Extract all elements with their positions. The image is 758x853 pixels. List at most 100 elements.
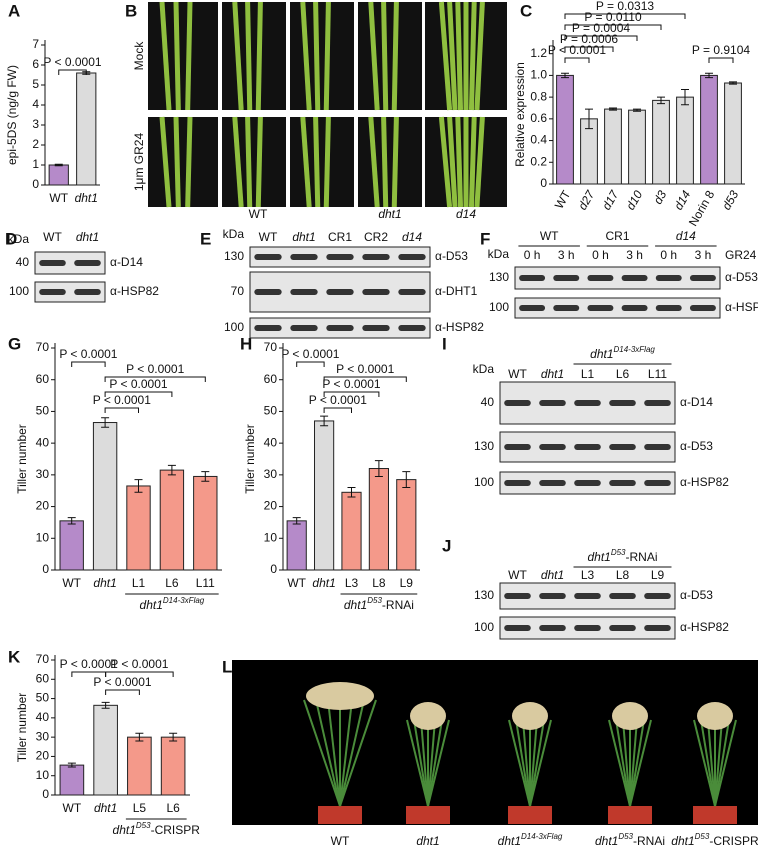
antibody-label: α-HSP82 bbox=[680, 475, 729, 489]
significance-bracket bbox=[104, 376, 206, 382]
lane-label: CR1 bbox=[328, 230, 352, 244]
tiller bbox=[629, 719, 638, 807]
plant-label: dht1D14-3xFlag bbox=[498, 832, 563, 848]
y-tick-label: 1.0 bbox=[530, 68, 547, 82]
tiller bbox=[420, 719, 429, 807]
band bbox=[539, 480, 566, 486]
y-tick-label: 10 bbox=[264, 530, 278, 544]
significance-bracket bbox=[296, 361, 325, 367]
y-tick-label: 1.2 bbox=[530, 46, 547, 60]
y-tick-label: 4 bbox=[32, 97, 39, 111]
pot bbox=[608, 806, 652, 824]
band bbox=[553, 305, 580, 311]
column-label: WT bbox=[249, 207, 268, 221]
stem bbox=[468, 116, 477, 208]
bar bbox=[700, 74, 718, 185]
antibody-label: α-D14 bbox=[680, 395, 713, 409]
band bbox=[254, 289, 282, 295]
band bbox=[587, 275, 614, 281]
lane-label: 0 h bbox=[592, 248, 609, 262]
band bbox=[362, 325, 390, 331]
error-bar bbox=[134, 479, 143, 493]
x-tick-label: dht1 bbox=[75, 191, 98, 205]
label-suffix: -CRISPR bbox=[709, 834, 758, 848]
y-tick-label: 20 bbox=[264, 499, 278, 513]
tiller bbox=[413, 719, 429, 807]
label-sup: D14-3xFlag bbox=[614, 345, 656, 354]
band bbox=[621, 275, 648, 281]
tiller bbox=[700, 719, 716, 807]
bar bbox=[724, 82, 742, 185]
band bbox=[574, 593, 601, 599]
plant-photo bbox=[358, 117, 422, 207]
lane-label: 3 h bbox=[558, 248, 575, 262]
tiller bbox=[615, 719, 631, 807]
y-tick-label: 1 bbox=[32, 157, 39, 171]
bar bbox=[59, 520, 84, 571]
band bbox=[39, 260, 66, 266]
panicles bbox=[612, 702, 648, 730]
significance-bracket bbox=[104, 391, 173, 397]
y-axis-label: Tiller number bbox=[15, 424, 29, 494]
plant-label: dht1 bbox=[416, 834, 439, 848]
panel-letter: C bbox=[520, 1, 532, 20]
plant-photo bbox=[148, 117, 218, 207]
stem bbox=[232, 1, 244, 111]
band bbox=[504, 625, 531, 631]
stem bbox=[255, 1, 263, 111]
bar bbox=[676, 96, 694, 185]
significance-bracket bbox=[564, 35, 638, 41]
marker-label: 100 bbox=[9, 284, 29, 298]
panel-letter: E bbox=[200, 229, 211, 248]
p-value: P < 0.0001 bbox=[93, 675, 151, 689]
stem bbox=[368, 1, 380, 111]
y-tick-label: 10 bbox=[36, 768, 50, 782]
stem bbox=[185, 1, 193, 111]
x-tick-label: L9 bbox=[400, 576, 414, 590]
band bbox=[398, 289, 426, 295]
tiller bbox=[529, 719, 538, 807]
stem bbox=[323, 1, 331, 111]
band bbox=[74, 289, 101, 295]
band bbox=[326, 325, 354, 331]
band bbox=[574, 480, 601, 486]
y-tick-label: 50 bbox=[264, 404, 278, 418]
significance-bracket bbox=[104, 407, 139, 413]
plant-photo bbox=[358, 2, 422, 110]
group-label: dht1D53-RNAi bbox=[587, 548, 657, 564]
antibody-label: α-D14 bbox=[110, 255, 143, 269]
stem bbox=[447, 116, 458, 208]
x-tick-label: WT bbox=[63, 801, 82, 815]
band bbox=[655, 305, 682, 311]
band bbox=[644, 625, 671, 631]
panicles bbox=[410, 702, 446, 730]
y-tick-label: 10 bbox=[36, 530, 50, 544]
band bbox=[326, 289, 354, 295]
tiller bbox=[629, 719, 645, 807]
stem bbox=[438, 116, 453, 208]
marker-label: 130 bbox=[489, 270, 509, 284]
band bbox=[362, 289, 390, 295]
band bbox=[609, 593, 636, 599]
significance-bracket bbox=[58, 69, 87, 75]
band bbox=[504, 400, 531, 406]
significance-bracket bbox=[105, 689, 140, 695]
antibody-label: α-DHT1 bbox=[435, 284, 478, 298]
band bbox=[290, 289, 318, 295]
marker-label: 100 bbox=[474, 475, 494, 489]
band bbox=[574, 400, 601, 406]
tiller bbox=[339, 699, 377, 807]
bar bbox=[314, 420, 335, 571]
error-bar bbox=[585, 108, 593, 130]
error-bar bbox=[374, 460, 383, 477]
label-base: dht1 bbox=[671, 834, 694, 848]
marker-label: kDa bbox=[8, 232, 30, 246]
panel-letter: J bbox=[442, 536, 451, 555]
p-value: P = 0.0110 bbox=[584, 10, 642, 24]
band bbox=[609, 625, 636, 631]
lane-label: L8 bbox=[616, 568, 630, 582]
significance-bracket bbox=[564, 57, 590, 63]
p-value: P < 0.0001 bbox=[93, 393, 151, 407]
band bbox=[587, 305, 614, 311]
significance-bracket bbox=[105, 671, 174, 677]
